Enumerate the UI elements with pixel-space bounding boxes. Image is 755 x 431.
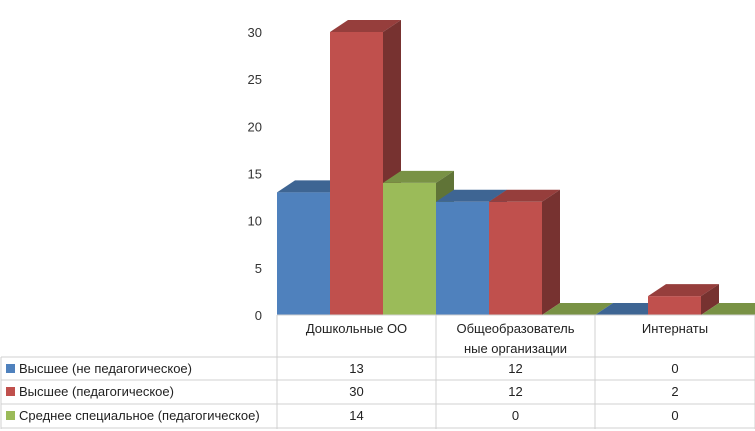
bar-top	[330, 20, 401, 32]
bar-front	[436, 201, 489, 315]
bar	[542, 303, 613, 315]
data-label: 0	[671, 361, 678, 376]
legend-swatch	[6, 411, 15, 420]
bar-top	[489, 189, 560, 202]
y-axis: 0 5 10 15 20 25 30	[248, 25, 262, 323]
bar-top	[701, 303, 755, 315]
bar-front	[330, 32, 383, 315]
series-name: Высшее (педагогическое)	[19, 384, 174, 399]
data-label: 30	[349, 384, 363, 399]
bar-top	[542, 303, 613, 315]
category-label: Интернаты	[642, 321, 708, 336]
bar-front	[277, 192, 330, 315]
bar	[701, 303, 755, 315]
data-label: 0	[512, 408, 519, 423]
series-name: Среднее специальное (педагогическое)	[19, 408, 260, 423]
y-tick-label: 0	[255, 308, 262, 323]
data-table: Дошкольные ОО Общеобразователь ные организ…	[0, 314, 755, 429]
bar-side	[701, 284, 719, 315]
bar	[489, 189, 560, 315]
data-label: 13	[349, 361, 363, 376]
bar-top	[648, 284, 719, 297]
y-tick-label: 20	[248, 119, 262, 134]
category-label: Дошкольные ОО	[306, 321, 407, 336]
data-label: 2	[671, 384, 678, 399]
data-label: 0	[671, 408, 678, 423]
bar-front	[648, 296, 701, 315]
data-label: 14	[349, 408, 363, 423]
category-label: ные организации	[464, 341, 567, 356]
bars-area	[277, 20, 755, 315]
bar	[648, 284, 719, 315]
data-label: 12	[508, 361, 522, 376]
data-label: 12	[508, 384, 522, 399]
series-name: Высшее (не педагогическое)	[19, 361, 192, 376]
bar-top	[436, 189, 507, 202]
y-tick-label: 30	[248, 25, 262, 40]
y-tick-label: 5	[255, 261, 262, 276]
bar-side	[542, 189, 560, 315]
y-tick-label: 10	[248, 214, 262, 229]
bar-top	[383, 170, 454, 183]
y-tick-label: 15	[248, 167, 262, 182]
legend-swatch	[6, 387, 15, 396]
category-label: Общеобразователь	[456, 321, 574, 336]
bar-front	[383, 182, 436, 315]
legend-swatch	[6, 364, 15, 373]
bar-front	[489, 201, 542, 315]
y-tick-label: 25	[248, 72, 262, 87]
